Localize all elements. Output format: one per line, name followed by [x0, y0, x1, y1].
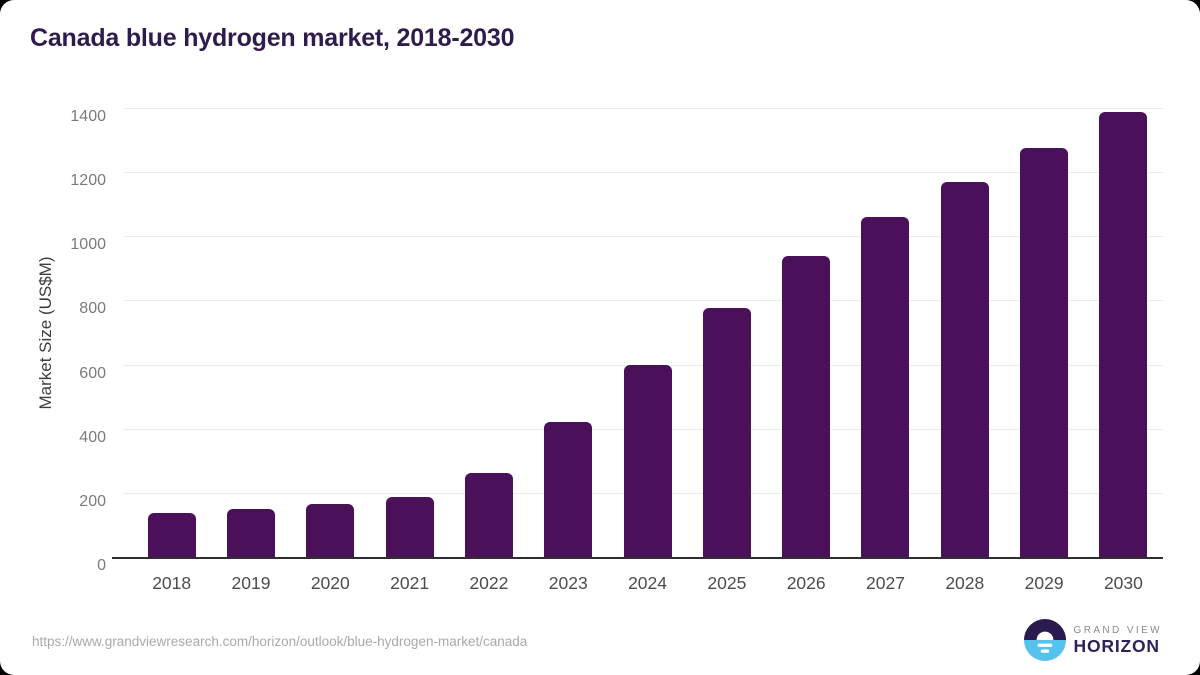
y-axis-tick-800: 800 [79, 300, 106, 318]
bar-2022 [464, 472, 513, 558]
horizon-sun-icon [1023, 619, 1066, 661]
y-axis-tick-1200: 1200 [70, 172, 106, 190]
y-axis-tick-0: 0 [97, 557, 106, 574]
bar-slot-2026: 2026 [767, 109, 846, 593]
x-axis-label-2030: 2030 [1103, 573, 1143, 593]
plot-area: 0 200 400 600 800 1000 1200 1400 2018 2019 2020 20… [70, 108, 1163, 593]
gridline-1200 [124, 172, 1163, 174]
bar-2021 [385, 497, 434, 558]
bar-2023 [544, 422, 593, 558]
gridline-800 [124, 300, 1163, 302]
x-axis-label-2028: 2028 [945, 573, 985, 593]
logo-text: GRAND VIEW HORIZON [1074, 625, 1162, 656]
bar-2030 [1099, 111, 1148, 558]
y-axis-tick-200: 200 [79, 492, 106, 510]
bar-slot-2022: 2022 [449, 109, 528, 593]
bar-slot-2019: 2019 [211, 109, 290, 593]
x-axis-label-2029: 2029 [1024, 573, 1064, 593]
x-axis-label-2024: 2024 [628, 573, 667, 593]
grandview-horizon-logo: GRAND VIEW HORIZON [1023, 619, 1162, 661]
source-url: https://www.grandviewresearch.com/horizo… [32, 634, 528, 649]
x-axis-label-2019: 2019 [231, 573, 271, 593]
logo-horizon-label: HORIZON [1073, 635, 1160, 656]
x-axis-label-2021: 2021 [390, 573, 430, 593]
x-axis-label-2022: 2022 [469, 573, 509, 593]
logo-grand-view-label: GRAND VIEW [1073, 624, 1162, 636]
bar-slot-2025: 2025 [687, 109, 766, 593]
bar-2018 [147, 513, 196, 558]
bar-2027 [861, 217, 910, 558]
x-axis-label-2018: 2018 [152, 573, 192, 593]
bar-slot-2027: 2027 [846, 109, 925, 593]
x-axis-label-2020: 2020 [310, 573, 350, 593]
chart-title: Canada blue hydrogen market, 2018-2030 [30, 24, 515, 52]
bars-layer: 2018 2019 2020 2021 2022 2023 2024 2025 2026 2027… [132, 109, 1163, 593]
bar-slot-2023: 2023 [529, 109, 608, 593]
bar-slot-2029: 2029 [1004, 109, 1083, 593]
x-axis-label-2025: 2025 [707, 573, 747, 593]
x-axis-label-2027: 2027 [866, 573, 905, 593]
bar-slot-2021: 2021 [370, 109, 449, 593]
y-axis-tick-1000: 1000 [70, 236, 106, 254]
gridline-1000 [124, 236, 1163, 238]
y-axis-tick-600: 600 [79, 364, 106, 382]
bar-2020 [306, 504, 355, 558]
y-axis-tick-400: 400 [79, 428, 106, 446]
bar-slot-2018: 2018 [132, 109, 211, 593]
x-axis-line [112, 557, 1163, 559]
y-axis-title: Market Size (US$M) [36, 256, 55, 410]
bar-2019 [226, 509, 275, 558]
bar-2028 [940, 182, 989, 558]
bar-2026 [782, 255, 831, 558]
bar-slot-2024: 2024 [608, 109, 687, 593]
bar-slot-2020: 2020 [291, 109, 370, 593]
y-axis-tick-1400: 1400 [70, 108, 106, 125]
gridline-1400 [124, 108, 1163, 109]
bar-slot-2030: 2030 [1084, 109, 1163, 593]
bar-slot-2028: 2028 [925, 109, 1004, 593]
x-axis-label-2026: 2026 [786, 573, 826, 593]
bar-2024 [623, 364, 672, 558]
x-axis-label-2023: 2023 [548, 573, 588, 593]
bar-2029 [1020, 148, 1069, 558]
bar-2025 [702, 307, 751, 558]
